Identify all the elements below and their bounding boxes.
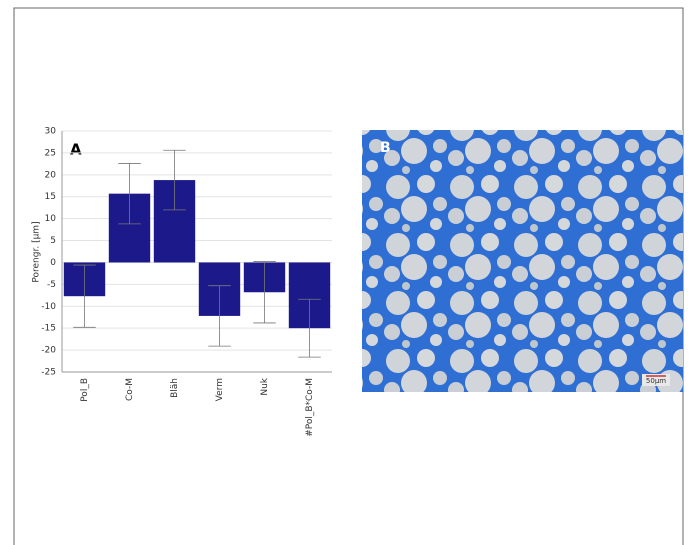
y-tick-label: 25 bbox=[45, 148, 56, 158]
x-tick-label: Bläh bbox=[170, 378, 180, 398]
y-tick-label: -20 bbox=[41, 346, 56, 356]
y-tick-label: -5 bbox=[47, 280, 56, 290]
y-tick-label: -10 bbox=[41, 302, 56, 312]
y-tick-label: 20 bbox=[45, 170, 57, 180]
micrograph bbox=[362, 130, 683, 392]
scale-label: 50µm bbox=[646, 377, 666, 385]
page: {"chart_data": {"type": "bar", "panel_la… bbox=[0, 0, 693, 545]
y-tick-label: 30 bbox=[45, 127, 57, 137]
panel-label: B bbox=[380, 140, 391, 156]
x-tick-label: Verm bbox=[215, 378, 225, 401]
x-tick-label: Co-M bbox=[125, 378, 135, 401]
x-tick-label: Pol_B bbox=[80, 378, 90, 402]
x-tick-label: Nuk bbox=[260, 377, 270, 395]
panel-label: A bbox=[70, 141, 82, 159]
y-tick-label: -25 bbox=[41, 368, 56, 378]
y-tick-label: 10 bbox=[45, 214, 57, 224]
y-tick-label: 5 bbox=[50, 236, 56, 246]
figure: A Porengr. [µm] -25 -20 -15 -10 -5 0 5 10 15 20 25… bbox=[0, 0, 693, 545]
y-axis-label: Porengr. [µm] bbox=[32, 221, 42, 282]
micrograph-b: B 50µm bbox=[362, 130, 683, 392]
y-tick-label: 15 bbox=[45, 192, 56, 202]
y-tick-label: 0 bbox=[50, 258, 56, 268]
x-tick-label: #Pol_B*Co-M bbox=[305, 378, 315, 437]
chart-a: A Porengr. [µm] -25 -20 -15 -10 -5 0 5 10 15 20 25… bbox=[32, 127, 333, 437]
y-tick-label: -15 bbox=[41, 324, 56, 334]
